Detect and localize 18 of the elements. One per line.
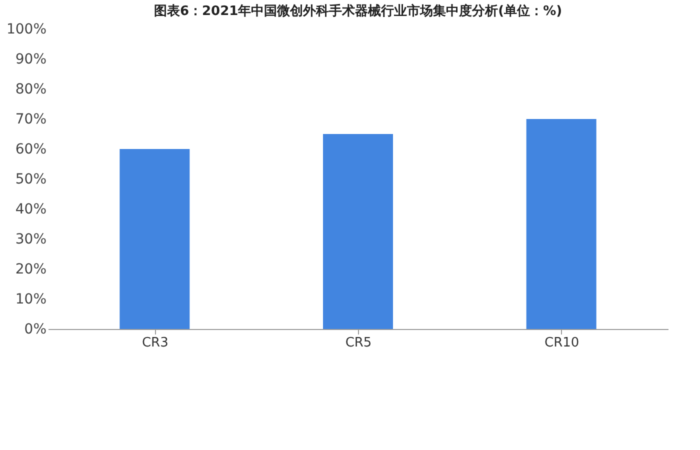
x-tick-label: CR3 (142, 336, 168, 350)
y-tick-label: 30% (15, 232, 46, 248)
y-tick-label: 70% (15, 112, 46, 128)
y-tick-label: 10% (15, 292, 46, 308)
chart-title: 图表6：2021年中国微创外科手术器械行业市场集中度分析(单位：%) (154, 3, 562, 19)
bar (526, 119, 596, 329)
y-tick-label: 20% (15, 262, 46, 278)
bar (120, 149, 190, 329)
x-tick-label: CR5 (345, 336, 372, 350)
y-tick-label: 90% (15, 52, 46, 68)
y-tick-label: 0% (24, 322, 46, 338)
y-tick-label: 80% (15, 82, 46, 98)
y-tick-label: 50% (15, 172, 46, 188)
y-tick-label: 100% (6, 22, 46, 38)
y-tick-label: 40% (15, 202, 46, 218)
y-tick-label: 60% (15, 142, 46, 158)
x-tick-label: CR10 (544, 336, 580, 350)
bar (323, 134, 393, 329)
